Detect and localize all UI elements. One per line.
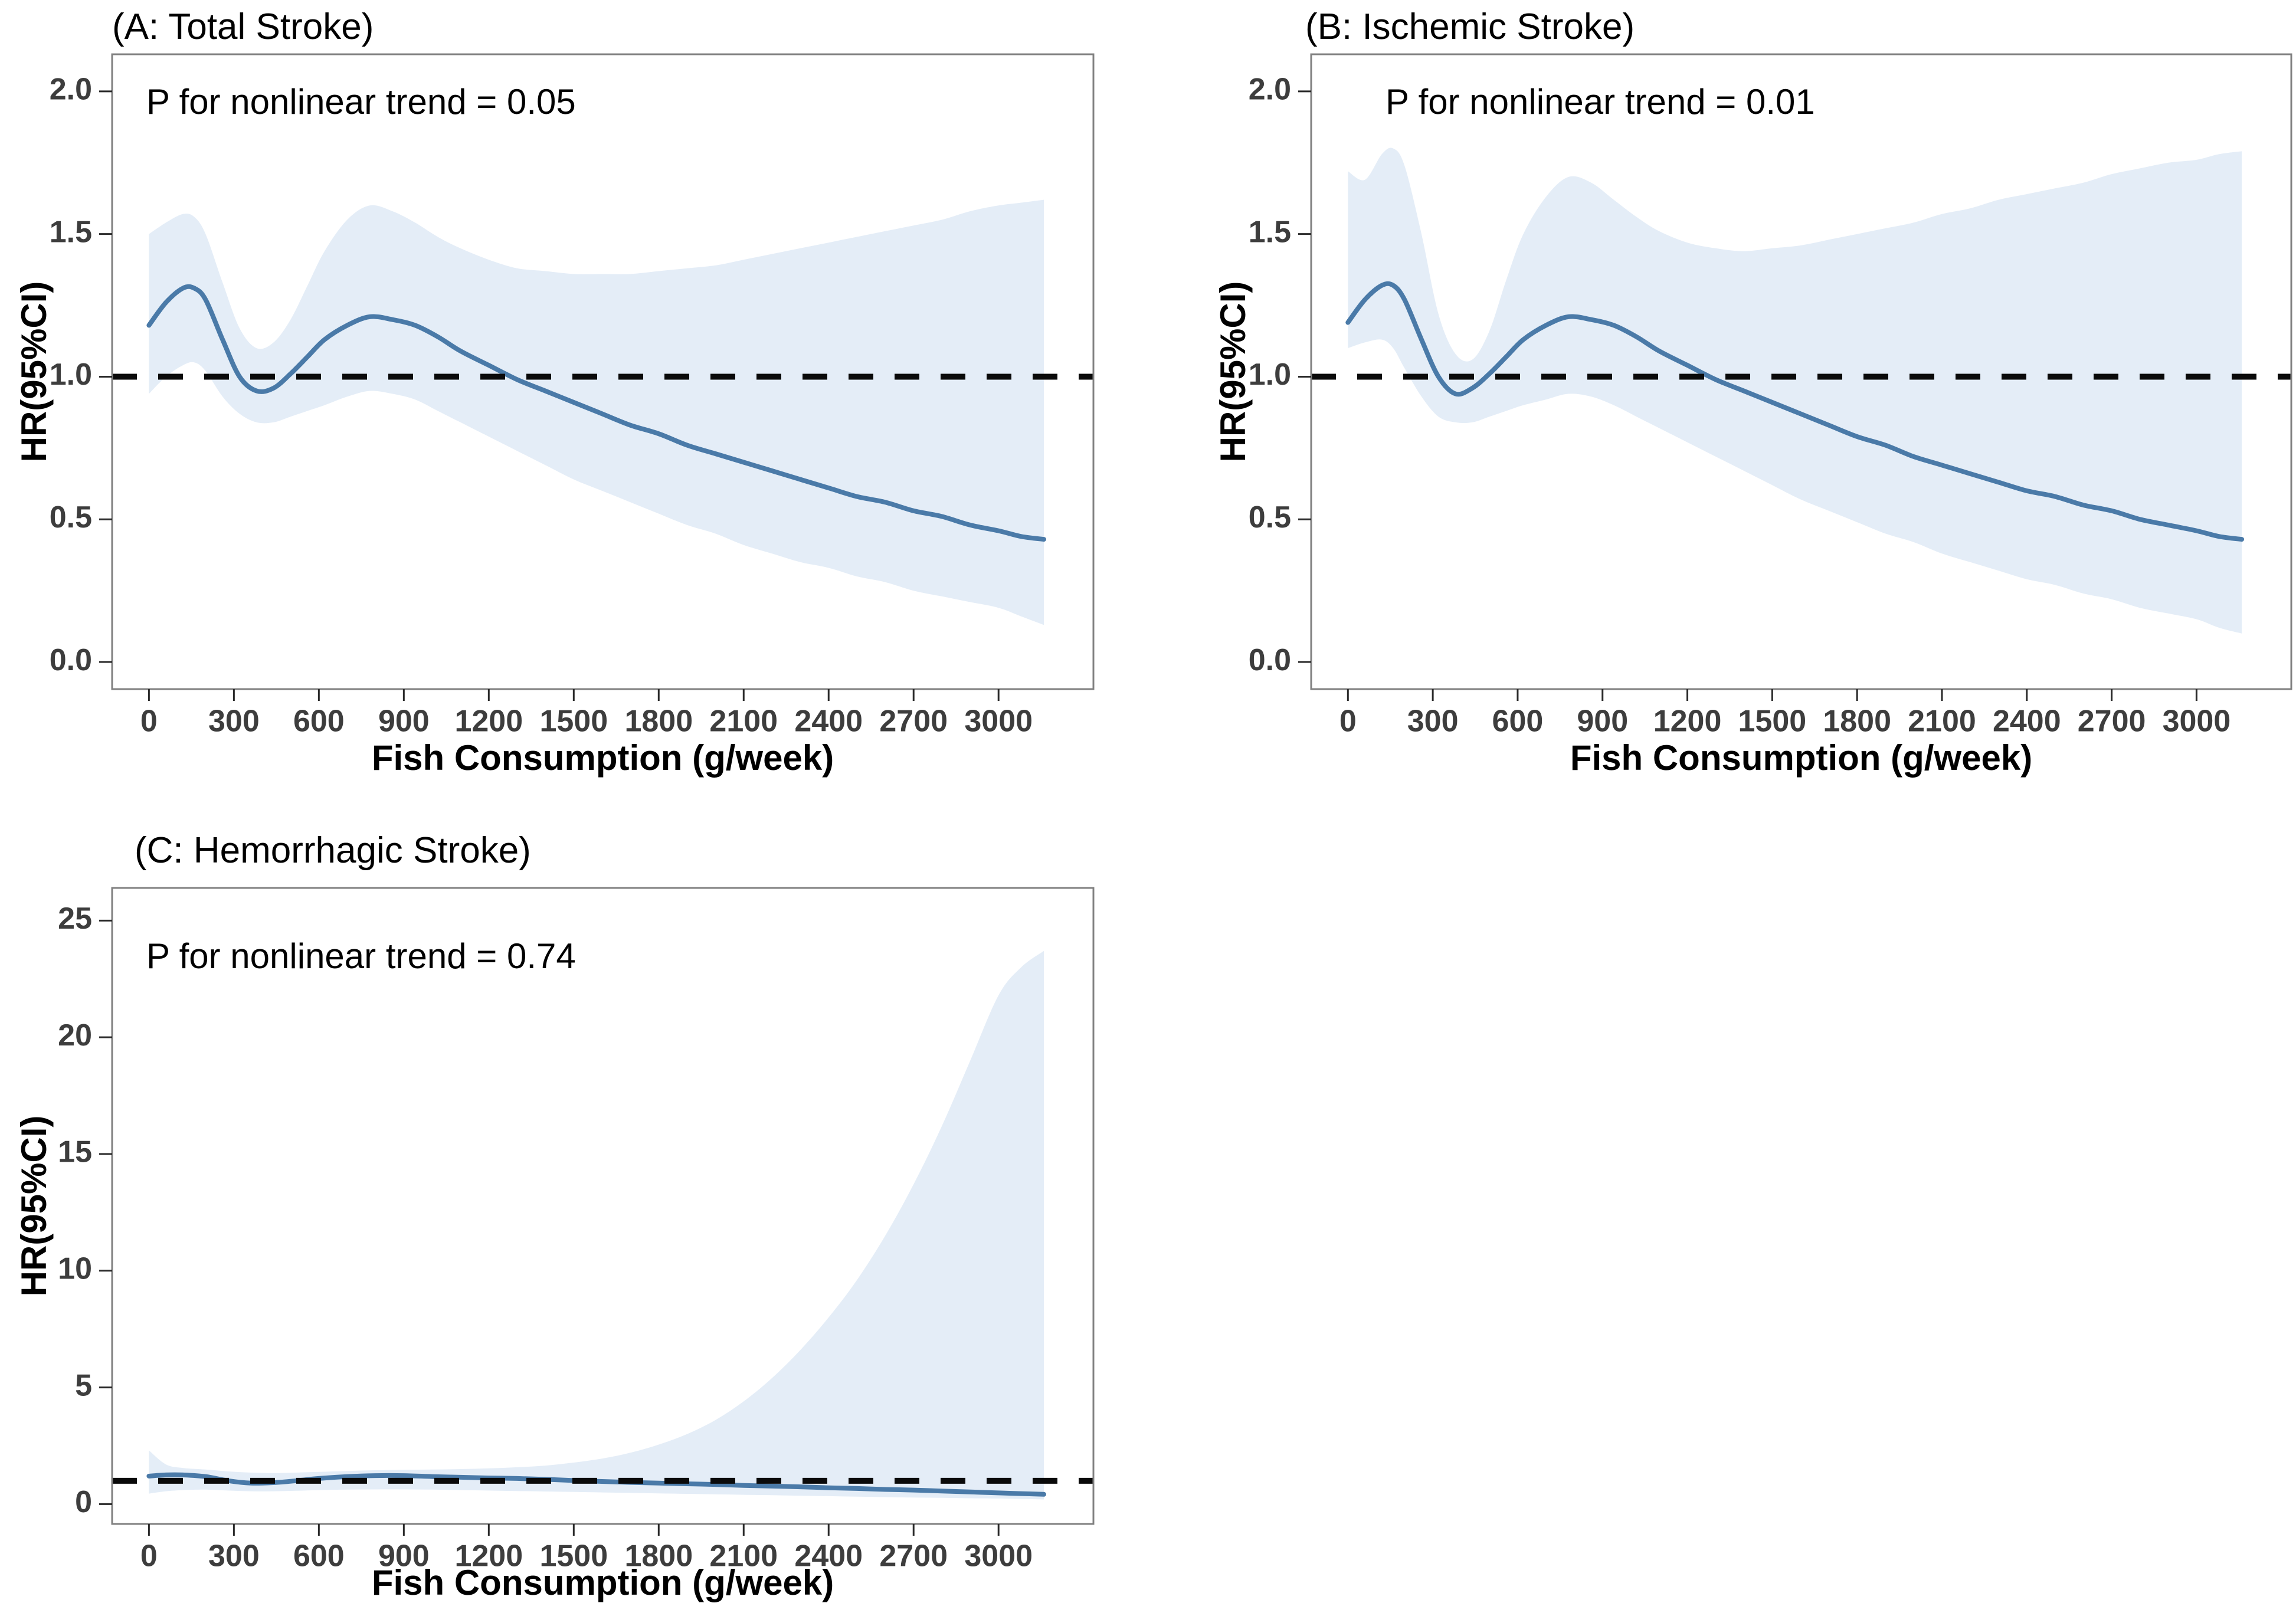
plot-border xyxy=(111,53,1095,690)
panel-b-x-axis-title: Fish Consumption (g/week) xyxy=(1570,738,2033,778)
x-tick-label: 1800 xyxy=(624,704,693,739)
x-tick-label: 1800 xyxy=(1823,704,1891,739)
panel-b-p-value: P for nonlinear trend = 0.01 xyxy=(1386,82,1815,122)
panel-total-stroke: 0 300 600 900 1200 1500 1800 2100 2400 2700 3000 0.… xyxy=(0,0,1151,802)
x-tick-label: 900 xyxy=(378,704,430,739)
x-tick-label: 1500 xyxy=(1738,704,1807,739)
panel-a-y-axis-title: HR(95%CI) xyxy=(14,281,54,463)
y-tick-label: 1.0 xyxy=(1249,358,1291,392)
x-tick-label: 600 xyxy=(1492,704,1544,739)
confidence-band xyxy=(1348,147,2242,634)
hr-curve xyxy=(1345,281,2245,542)
x-tick-label: 1500 xyxy=(539,704,608,739)
y-tick-label: 10 xyxy=(58,1252,92,1286)
x-tick-label: 1200 xyxy=(454,704,523,739)
y-tick-label: 15 xyxy=(58,1135,92,1169)
y-tick-label: 20 xyxy=(58,1018,92,1053)
panel-a-x-axis-title: Fish Consumption (g/week) xyxy=(371,738,834,778)
y-tick-label: 1.0 xyxy=(50,358,92,392)
panel-c-title: (C: Hemorrhagic Stroke) xyxy=(135,830,531,871)
x-tick-label: 0 xyxy=(1339,704,1357,739)
y-tick-label: 1.5 xyxy=(1249,215,1291,249)
x-tick-label: 2100 xyxy=(709,1539,778,1574)
x-tick-label: 0 xyxy=(140,704,158,739)
y-tick-label: 25 xyxy=(58,902,92,936)
x-tick-label: 1200 xyxy=(1653,704,1722,739)
y-tick-label: 0 xyxy=(75,1485,92,1519)
y-tick-label: 0.5 xyxy=(1249,500,1291,535)
x-tick-label: 1200 xyxy=(454,1539,523,1574)
y-tick-label: 1.5 xyxy=(50,215,92,249)
x-tick-label: 2700 xyxy=(879,704,948,739)
x-tick-label: 2400 xyxy=(794,704,863,739)
y-tick-label: 0.0 xyxy=(1249,643,1291,677)
panel-b-title: (B: Ischemic Stroke) xyxy=(1305,6,1635,47)
x-tick-label: 900 xyxy=(378,1539,430,1574)
panel-ischemic-stroke: 0 300 600 900 1200 1500 1800 2100 2400 2700 3000 0.… xyxy=(1151,0,2296,802)
x-tick-label: 2700 xyxy=(879,1539,948,1574)
x-tick-label: 2100 xyxy=(709,704,778,739)
panel-a-title: (A: Total Stroke) xyxy=(112,6,374,47)
y-tick-label: 2.0 xyxy=(50,73,92,107)
x-tick-label: 2700 xyxy=(2078,704,2146,739)
panel-b-plot-svg: 0 300 600 900 1200 1500 1800 2100 2400 2700 3000 0.… xyxy=(1249,53,2292,739)
x-tick-label: 3000 xyxy=(964,704,1033,739)
x-tick-label: 300 xyxy=(1407,704,1459,739)
x-tick-label: 3000 xyxy=(964,1539,1033,1574)
y-tick-label: 0.5 xyxy=(50,500,92,535)
x-tick-label: 3000 xyxy=(2163,704,2231,739)
x-tick-label: 2400 xyxy=(1993,704,2061,739)
panel-b-y-axis-title: HR(95%CI) xyxy=(1213,281,1253,463)
plot-border xyxy=(1310,53,2292,690)
panel-c-plot-svg: 0 300 600 900 1200 1500 1800 2100 2400 2700 3000 0 5… xyxy=(58,887,1095,1574)
confidence-band xyxy=(149,950,1044,1500)
panel-hemorrhagic-stroke: 0 300 600 900 1200 1500 1800 2100 2400 2700 3000 0 5… xyxy=(0,802,1151,1603)
x-tick-label: 2400 xyxy=(794,1539,863,1574)
y-tick-label: 2.0 xyxy=(1249,73,1291,107)
panel-c-p-value: P for nonlinear trend = 0.74 xyxy=(146,936,576,976)
x-tick-label: 1800 xyxy=(624,1539,693,1574)
x-tick-label: 1500 xyxy=(539,1539,608,1574)
panel-c-x-axis-title: Fish Consumption (g/week) xyxy=(371,1563,834,1602)
panel-a-p-value: P for nonlinear trend = 0.05 xyxy=(146,82,576,122)
hr-curve xyxy=(146,284,1046,542)
plot-border xyxy=(111,887,1095,1525)
x-tick-label: 300 xyxy=(208,1539,260,1574)
x-tick-label: 0 xyxy=(140,1539,158,1574)
y-tick-label: 5 xyxy=(75,1368,92,1402)
x-tick-label: 600 xyxy=(293,1539,345,1574)
x-tick-label: 900 xyxy=(1577,704,1628,739)
x-tick-label: 300 xyxy=(208,704,260,739)
x-tick-label: 600 xyxy=(293,704,345,739)
y-tick-label: 0.0 xyxy=(50,643,92,677)
panel-c-y-axis-title: HR(95%CI) xyxy=(14,1115,54,1297)
panel-a-plot-svg: 0 300 600 900 1200 1500 1800 2100 2400 2700 3000 0.… xyxy=(50,53,1095,739)
x-tick-label: 2100 xyxy=(1908,704,1976,739)
